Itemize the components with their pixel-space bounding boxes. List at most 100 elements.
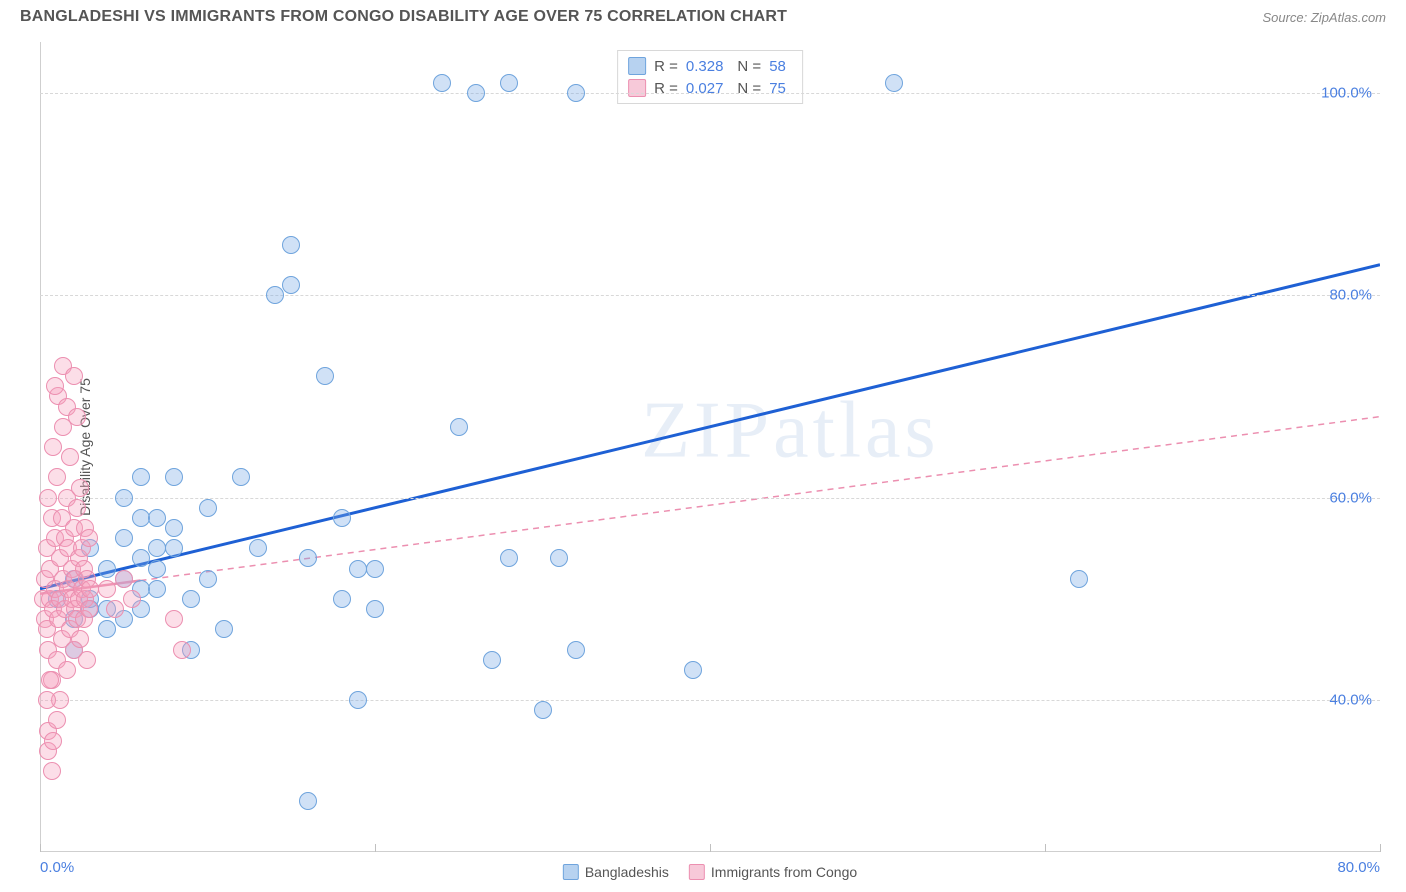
watermark: ZIPatlas — [641, 385, 940, 476]
legend-label: Immigrants from Congo — [711, 864, 857, 880]
stat-r-label: R = — [654, 58, 678, 75]
stat-r-value: 0.027 — [686, 80, 724, 97]
stat-r-value: 0.328 — [686, 58, 724, 75]
data-point — [80, 529, 98, 547]
x-tick-label: 0.0% — [40, 859, 74, 876]
chart-title: BANGLADESHI VS IMMIGRANTS FROM CONGO DIS… — [20, 8, 787, 26]
data-point — [366, 560, 384, 578]
x-tick — [1045, 844, 1046, 852]
data-point — [98, 620, 116, 638]
stat-n-value: 75 — [769, 80, 786, 97]
stat-n-label: N = — [737, 80, 761, 97]
data-point — [182, 590, 200, 608]
stats-swatch — [628, 79, 646, 97]
legend-swatch — [689, 864, 705, 880]
data-point — [299, 549, 317, 567]
data-point — [173, 641, 191, 659]
data-point — [43, 762, 61, 780]
data-point — [249, 539, 267, 557]
stats-row: R =0.328N =58 — [628, 55, 792, 77]
data-point — [1070, 570, 1088, 588]
data-point — [199, 499, 217, 517]
chart-container: Disability Age Over 75 ZIPatlas R =0.328… — [40, 42, 1380, 852]
data-point — [71, 630, 89, 648]
data-point — [567, 84, 585, 102]
data-point — [450, 418, 468, 436]
data-point — [39, 489, 57, 507]
data-point — [65, 367, 83, 385]
grid-line — [40, 700, 1380, 701]
data-point — [148, 580, 166, 598]
grid-line — [40, 93, 1380, 94]
data-point — [48, 468, 66, 486]
data-point — [165, 519, 183, 537]
data-point — [44, 732, 62, 750]
data-point — [199, 570, 217, 588]
correlation-stats-box: R = 0.328 N = 58 R = 0.027 N = 75 — [617, 50, 803, 104]
data-point — [132, 509, 150, 527]
data-point — [44, 438, 62, 456]
data-point — [534, 701, 552, 719]
legend-swatch — [563, 864, 579, 880]
data-point — [148, 509, 166, 527]
data-point — [165, 468, 183, 486]
data-point — [132, 468, 150, 486]
x-tick — [375, 844, 376, 852]
trend-lines-layer — [40, 42, 1380, 852]
data-point — [500, 74, 518, 92]
x-tick — [40, 844, 41, 852]
x-tick — [1380, 844, 1381, 852]
data-point — [48, 711, 66, 729]
data-point — [115, 529, 133, 547]
data-point — [61, 448, 79, 466]
data-point — [115, 570, 133, 588]
legend-item: Bangladeshis — [563, 864, 669, 880]
data-point — [885, 74, 903, 92]
data-point — [467, 84, 485, 102]
stat-n-value: 58 — [769, 58, 786, 75]
data-point — [132, 549, 150, 567]
stats-swatch — [628, 57, 646, 75]
data-point — [46, 377, 64, 395]
data-point — [38, 691, 56, 709]
data-point — [148, 560, 166, 578]
x-tick — [710, 844, 711, 852]
data-point — [58, 661, 76, 679]
data-point — [333, 590, 351, 608]
data-point — [68, 408, 86, 426]
data-point — [366, 600, 384, 618]
data-point — [282, 276, 300, 294]
data-point — [550, 549, 568, 567]
data-point — [80, 600, 98, 618]
chart-header: BANGLADESHI VS IMMIGRANTS FROM CONGO DIS… — [0, 0, 1406, 30]
data-point — [483, 651, 501, 669]
data-point — [299, 792, 317, 810]
data-point — [349, 560, 367, 578]
chart-source: Source: ZipAtlas.com — [1262, 10, 1386, 25]
stats-row: R = 0.027 N = 75 — [628, 77, 792, 99]
data-point — [316, 367, 334, 385]
data-point — [98, 580, 116, 598]
data-point — [115, 489, 133, 507]
data-point — [684, 661, 702, 679]
plot-area: ZIPatlas R = 0.328 N = 58 R = 0.027 N = 75 40.0… — [40, 42, 1380, 852]
grid-line — [40, 295, 1380, 296]
data-point — [71, 479, 89, 497]
data-point — [98, 560, 116, 578]
data-point — [333, 509, 351, 527]
stat-r-label: R = — [654, 80, 678, 97]
data-point — [41, 671, 59, 689]
data-point — [123, 590, 141, 608]
legend-label: Bangladeshis — [585, 864, 669, 880]
data-point — [78, 651, 96, 669]
data-point — [106, 600, 124, 618]
data-point — [567, 641, 585, 659]
grid-line — [40, 498, 1380, 499]
data-point — [500, 549, 518, 567]
y-tick-label: 80.0% — [1329, 287, 1372, 304]
data-point — [81, 580, 99, 598]
y-tick-label: 60.0% — [1329, 489, 1372, 506]
y-tick-label: 40.0% — [1329, 692, 1372, 709]
data-point — [433, 74, 451, 92]
y-tick-label: 100.0% — [1321, 84, 1372, 101]
